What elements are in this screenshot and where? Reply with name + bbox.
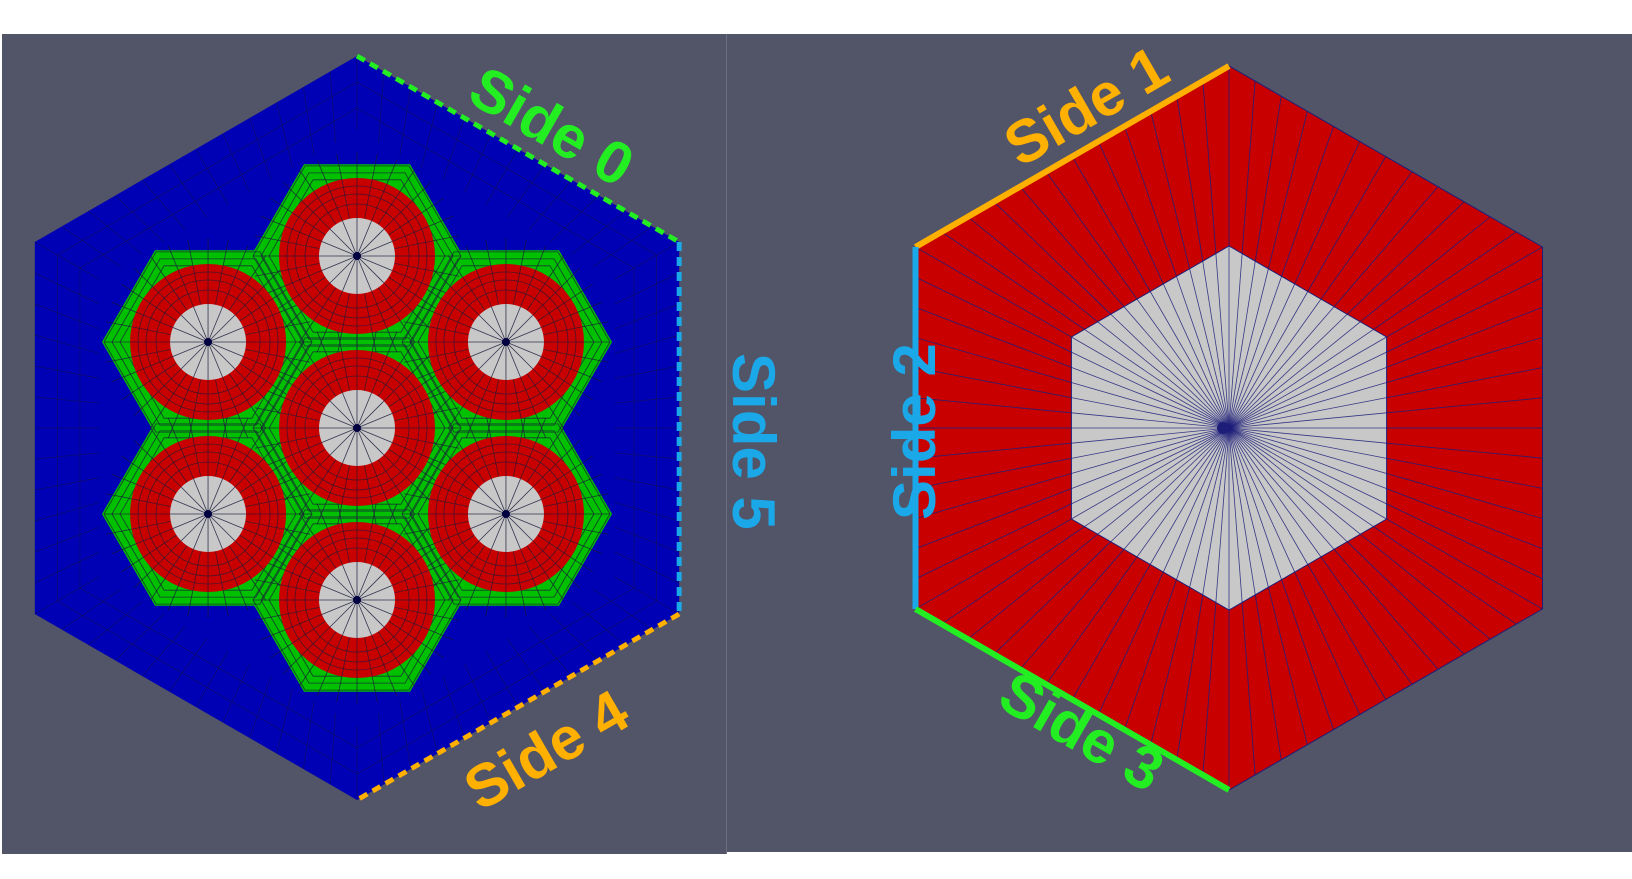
fuel-mesh	[319, 218, 395, 294]
side-1-boundary	[913, 63, 1231, 250]
fuel-pin	[279, 522, 435, 678]
clad-mesh	[130, 436, 287, 592]
clad-mesh	[279, 522, 435, 678]
fuel-mesh	[467, 476, 544, 552]
clad-mesh	[130, 264, 287, 420]
side-3-boundary	[913, 606, 1231, 793]
pin-center	[204, 510, 213, 518]
pin-center	[501, 510, 510, 518]
pin-center	[353, 252, 361, 260]
fuel-pin	[427, 264, 584, 420]
fuel-mesh	[319, 390, 395, 466]
side-5-label: Side 5	[720, 353, 787, 530]
clad-mesh	[427, 264, 584, 420]
pin-cell-mesh	[912, 63, 1543, 793]
side-2-label: Side 2	[881, 343, 948, 520]
fuel-pin	[427, 436, 584, 592]
fuel-mesh	[319, 562, 395, 638]
assembly-mesh	[34, 53, 682, 803]
pin-center	[1217, 422, 1229, 434]
fuel-mesh	[170, 304, 247, 380]
duct-mesh	[34, 56, 680, 800]
fuel-mesh	[467, 304, 544, 380]
outer-mesh	[915, 66, 1543, 790]
clad-mesh	[427, 436, 584, 592]
fuel-pin	[279, 178, 435, 334]
side-4-boundary	[355, 611, 681, 803]
fuel-pin	[130, 264, 287, 420]
pin-center	[353, 424, 361, 432]
pin-center	[204, 338, 213, 346]
pin-center	[501, 338, 510, 346]
fuel-mesh	[170, 476, 247, 552]
coolant-mesh	[103, 152, 611, 704]
clad-mesh	[279, 178, 435, 334]
inner-mesh	[1071, 246, 1387, 610]
panel-divider	[726, 34, 727, 854]
fuel-pin	[279, 350, 435, 506]
pin-center	[353, 596, 361, 604]
side-0-boundary	[355, 53, 681, 245]
clad-mesh	[279, 350, 435, 506]
fuel-pin	[130, 436, 287, 592]
